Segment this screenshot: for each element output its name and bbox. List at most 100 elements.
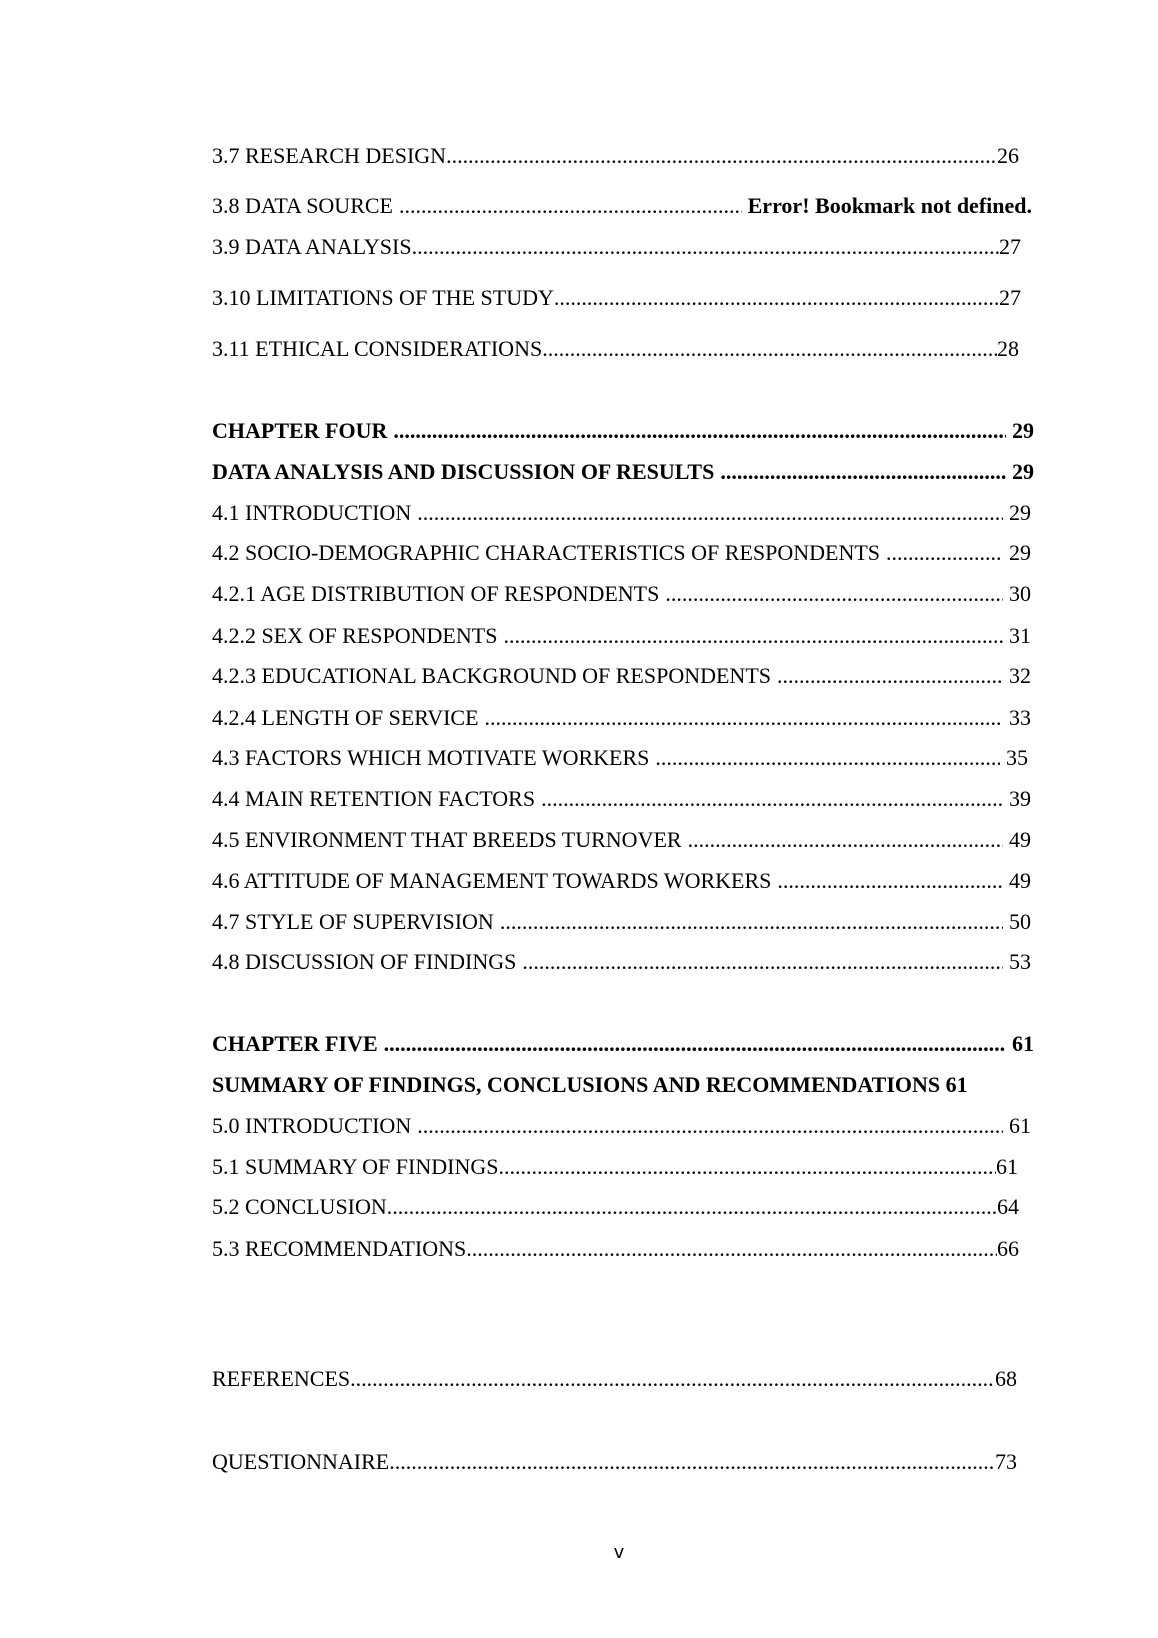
toc-page: 61 [996,1154,1018,1179]
dot-leader [412,234,999,260]
dot-leader [393,418,1006,444]
toc-entry[interactable]: 5.1 SUMMARY OF FINDINGS 61 [212,1154,1018,1180]
toc-entry[interactable]: 4.4 MAIN RETENTION FACTORS 39 [212,786,1031,812]
toc-title: 3.8 DATA SOURCE [212,193,393,218]
toc-entry[interactable]: 4.6 ATTITUDE OF MANAGEMENT TOWARDS WORKE… [212,868,1031,894]
dot-leader [417,500,1003,526]
toc-page: 30 [1009,581,1031,606]
toc-title: CHAPTER FIVE [212,1031,378,1056]
toc-title: DATA ANALYSIS AND DISCUSSION OF RESULTS [212,459,715,484]
toc-entry[interactable]: 4.5 ENVIRONMENT THAT BREEDS TURNOVER 49 [212,827,1031,853]
toc-title: 4.2 SOCIO-DEMOGRAPHIC CHARACTERISTICS OF… [212,540,881,565]
toc-page: 39 [1009,786,1031,811]
toc-page: 49 [1009,827,1031,852]
toc-entry[interactable]: 5.2 CONCLUSION 64 [212,1194,1019,1220]
toc-entry[interactable]: 3.8 DATA SOURCE Error! Bookmark not defin… [212,193,1032,219]
toc-entry[interactable]: 3.9 DATA ANALYSIS 27 [212,234,1021,260]
dot-leader [777,663,1003,689]
toc-page: 27 [999,234,1021,259]
toc-entry[interactable]: 4.2.1 AGE DISTRIBUTION OF RESPONDENTS 30 [212,581,1031,607]
toc-page: 31 [1009,623,1031,648]
toc-entry[interactable]: REFERENCES 68 [212,1366,1017,1392]
dot-leader [389,1449,995,1475]
bookmark-error: Error! Bookmark not defined. [747,193,1032,218]
toc-title: 3.9 DATA ANALYSIS [212,234,412,259]
toc-page: 29 [1009,540,1031,565]
toc-entry[interactable]: 4.2 SOCIO-DEMOGRAPHIC CHARACTERISTICS OF… [212,540,1031,566]
toc-title: 4.2.1 AGE DISTRIBUTION OF RESPONDENTS [212,581,660,606]
toc-page: 28 [997,336,1019,361]
toc-entry[interactable]: 4.8 DISCUSSION OF FINDINGS 53 [212,949,1031,975]
dot-leader [777,868,1003,894]
toc-page: 33 [1009,705,1031,730]
toc-title: QUESTIONNAIRE [212,1449,390,1474]
toc-title: 4.6 ATTITUDE OF MANAGEMENT TOWARDS WORKE… [212,868,772,893]
toc-title: 5.0 INTRODUCTION [212,1113,412,1138]
dot-leader [417,1113,1003,1139]
toc-page: 50 [1009,909,1031,934]
dot-leader [503,623,1003,649]
dot-leader [384,1031,1006,1057]
toc-title: 4.8 DISCUSSION OF FINDINGS [212,949,517,974]
dot-leader [399,193,742,219]
toc-entry[interactable]: QUESTIONNAIRE 73 [212,1449,1017,1475]
toc-entry[interactable]: 4.2.2 SEX OF RESPONDENTS 31 [212,623,1031,649]
toc-entry[interactable]: 3.7 RESEARCH DESIGN 26 [212,143,1019,169]
dot-leader [485,705,1003,731]
dot-leader [500,909,1003,935]
toc-title: 4.7 STYLE OF SUPERVISION [212,909,494,934]
toc-entry[interactable]: 3.11 ETHICAL CONSIDERATIONS 28 [212,336,1019,362]
toc-entry[interactable]: 3.10 LIMITATIONS OF THE STUDY 27 [212,285,1021,311]
toc-title: CHAPTER FOUR [212,418,388,443]
toc-title: REFERENCES [212,1366,351,1391]
toc-title: 5.1 SUMMARY OF FINDINGS [212,1154,499,1179]
toc-page: 29 [1012,459,1034,484]
toc-page: 29 [1009,500,1031,525]
toc-chapter-heading[interactable]: CHAPTER FOUR 29 [212,418,1034,444]
dot-leader [466,1236,997,1262]
dot-leader [554,285,999,311]
toc-page: 49 [1009,868,1031,893]
toc-entry[interactable]: 4.7 STYLE OF SUPERVISION 50 [212,909,1031,935]
toc-entry[interactable]: 4.1 INTRODUCTION 29 [212,500,1031,526]
dot-leader [688,827,1003,853]
toc-title: 3.11 ETHICAL CONSIDERATIONS [212,336,543,361]
toc-chapter-title[interactable]: SUMMARY OF FINDINGS, CONCLUSIONS AND REC… [212,1072,968,1098]
dot-leader [720,459,1006,485]
toc-entry[interactable]: 4.2.4 LENGTH OF SERVICE 33 [212,705,1031,731]
toc-title: 3.10 LIMITATIONS OF THE STUDY [212,285,554,310]
toc-page: 61 [1012,1031,1034,1056]
toc-page: 53 [1009,949,1031,974]
toc-page: 61 [1009,1113,1031,1138]
dot-leader [350,1366,995,1392]
toc-page: 61 [945,1072,968,1097]
dot-leader [498,1154,996,1180]
toc-chapter-title[interactable]: DATA ANALYSIS AND DISCUSSION OF RESULTS 2… [212,459,1034,485]
toc-page: 73 [995,1449,1017,1474]
dot-leader [387,1194,997,1220]
toc-entry[interactable]: 4.2.3 EDUCATIONAL BACKGROUND OF RESPONDE… [212,663,1031,689]
toc-title: 4.4 MAIN RETENTION FACTORS [212,786,536,811]
dot-leader [522,949,1003,975]
toc-title: 4.2.4 LENGTH OF SERVICE [212,705,479,730]
dot-leader [886,540,1003,566]
toc-page: 27 [999,285,1021,310]
toc-entry[interactable]: 4.3 FACTORS WHICH MOTIVATE WORKERS 35 [212,745,1028,771]
toc-title: 4.1 INTRODUCTION [212,500,412,525]
toc-title: 3.7 RESEARCH DESIGN [212,143,447,168]
page-number: v [613,1542,625,1563]
toc-page: 26 [997,143,1019,168]
toc-title: 4.5 ENVIRONMENT THAT BREEDS TURNOVER [212,827,682,852]
toc-title: 5.3 RECOMMENDATIONS [212,1236,467,1261]
toc-chapter-heading[interactable]: CHAPTER FIVE 61 [212,1031,1034,1057]
dot-leader [665,581,1003,607]
toc-entry[interactable]: 5.3 RECOMMENDATIONS 66 [212,1236,1019,1262]
toc-page: 29 [1012,418,1034,443]
toc-page: 68 [995,1366,1017,1391]
dot-leader [446,143,997,169]
toc-page: 66 [997,1236,1019,1261]
toc-page: 32 [1009,663,1031,688]
toc-entry[interactable]: 5.0 INTRODUCTION 61 [212,1113,1031,1139]
dot-leader [542,336,997,362]
toc-page: 35 [1006,745,1028,770]
